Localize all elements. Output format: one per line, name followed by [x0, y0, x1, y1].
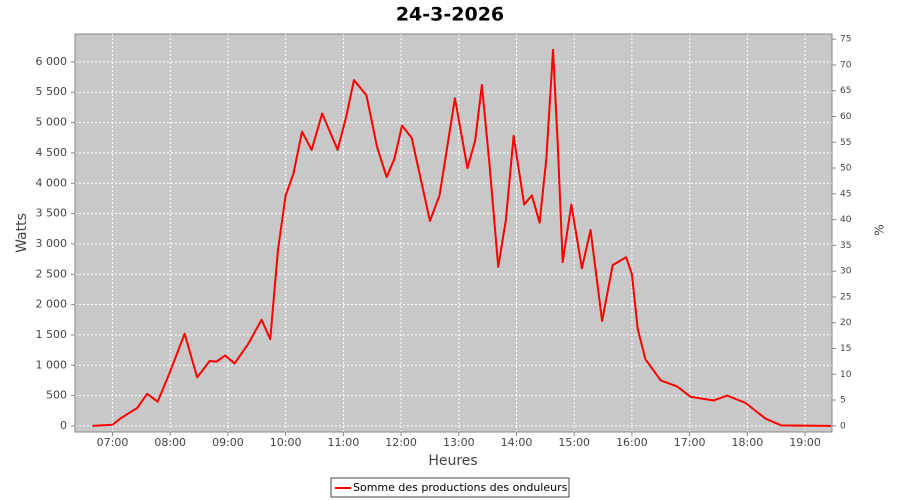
- y2-tick-label: 10: [840, 370, 852, 380]
- y-tick-label: 1 000: [36, 358, 68, 371]
- y2-tick-label: 40: [840, 215, 852, 225]
- y-tick-label: 3 500: [36, 207, 68, 220]
- x-tick-label: 12:00: [385, 436, 417, 449]
- x-tick-label: 07:00: [97, 436, 129, 449]
- y-tick-label: 0: [60, 419, 67, 432]
- y2-tick-label: 55: [840, 138, 851, 148]
- y-tick-label: 3 000: [36, 237, 68, 250]
- y2-tick-label: 25: [840, 292, 851, 302]
- y2-tick-label: 65: [840, 86, 851, 96]
- x-tick-label: 16:00: [616, 436, 648, 449]
- legend: [330, 477, 570, 498]
- x-tick-label: 14:00: [501, 436, 533, 449]
- plot-border: [74, 33, 833, 433]
- y-tick-label: 6 000: [36, 55, 68, 68]
- y2-tick-label: 50: [840, 164, 852, 174]
- y-axis-label: Watts: [14, 213, 30, 253]
- x-tick-label: 11:00: [328, 436, 360, 449]
- y-tick-label: 4 500: [36, 146, 68, 159]
- y2-axis-label: %: [873, 224, 887, 235]
- legend-label: Somme des productions des onduleurs: [353, 481, 568, 494]
- x-tick-label: 10:00: [270, 436, 302, 449]
- y-tick-label: 2 500: [36, 267, 68, 280]
- x-tick-label: 09:00: [212, 436, 244, 449]
- x-tick-label: 15:00: [558, 436, 590, 449]
- y2-tick-label: 75: [840, 35, 851, 45]
- x-tick-label: 19:00: [789, 436, 821, 449]
- x-tick-label: 13:00: [443, 436, 475, 449]
- x-axis-label: Heures: [428, 453, 477, 469]
- plot-area: [75, 34, 832, 432]
- y-tick-label: 1 500: [36, 328, 68, 341]
- y-tick-label: 500: [46, 389, 67, 402]
- y2-tick-label: 20: [840, 318, 852, 328]
- y2-tick-label: 5: [840, 396, 846, 406]
- y-tick-label: 4 000: [36, 176, 68, 189]
- y2-tick-label: 0: [840, 421, 846, 431]
- data-line: [92, 48, 832, 427]
- chart-title: 24-3-2026: [396, 4, 504, 26]
- x-tick-label: 17:00: [674, 436, 706, 449]
- y2-tick-label: 15: [840, 344, 851, 354]
- y-tick-label: 5 500: [36, 85, 68, 98]
- y2-tick-label: 35: [840, 241, 851, 251]
- y2-tick-label: 30: [840, 267, 852, 277]
- y-tick-label: 5 000: [36, 116, 68, 129]
- y2-tick-label: 45: [840, 189, 851, 199]
- x-tick-label: 18:00: [732, 436, 764, 449]
- y-tick-label: 2 000: [36, 298, 68, 311]
- x-tick-label: 08:00: [154, 436, 186, 449]
- y2-tick-label: 70: [840, 60, 852, 70]
- y2-tick-label: 60: [840, 112, 852, 122]
